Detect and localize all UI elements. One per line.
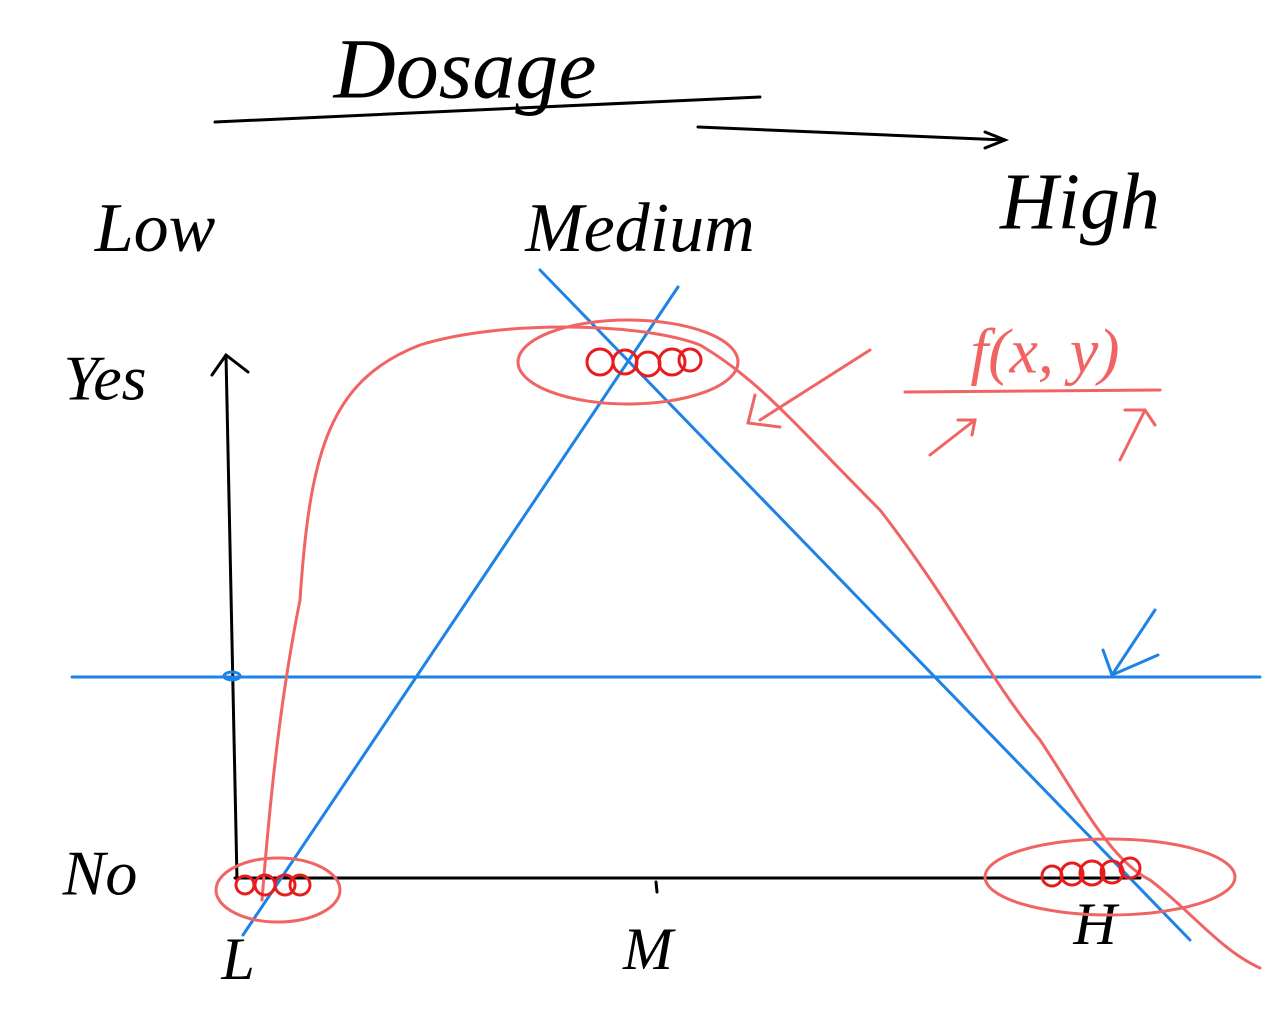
x-label-m: M xyxy=(622,916,676,982)
fit-curve xyxy=(260,325,1262,970)
y-label-yes: Yes xyxy=(63,343,146,414)
points-high xyxy=(1040,856,1142,888)
threshold-dot xyxy=(222,670,242,682)
y-label-no: No xyxy=(62,838,138,909)
cluster-medium xyxy=(516,318,740,406)
level-medium: Medium xyxy=(524,190,754,267)
x-label-l: L xyxy=(220,926,254,992)
x-label-h: H xyxy=(1072,891,1120,957)
cluster-low xyxy=(214,856,342,924)
title: Dosage xyxy=(333,21,597,117)
x-axis xyxy=(233,876,1142,894)
level-low: Low xyxy=(94,190,216,267)
function-label: f(x, y) xyxy=(970,316,1119,387)
points-medium xyxy=(585,347,703,378)
blue-check xyxy=(1101,608,1160,679)
dosage-arrow xyxy=(696,125,1010,150)
falling-line xyxy=(538,268,1192,942)
points-low xyxy=(234,873,312,897)
function-underline xyxy=(903,388,1162,462)
y-axis xyxy=(210,352,250,882)
title-underline xyxy=(213,95,762,124)
function-arrow xyxy=(746,348,872,429)
rising-line xyxy=(241,285,680,937)
cluster-high xyxy=(983,837,1237,917)
level-high: High xyxy=(999,158,1160,246)
